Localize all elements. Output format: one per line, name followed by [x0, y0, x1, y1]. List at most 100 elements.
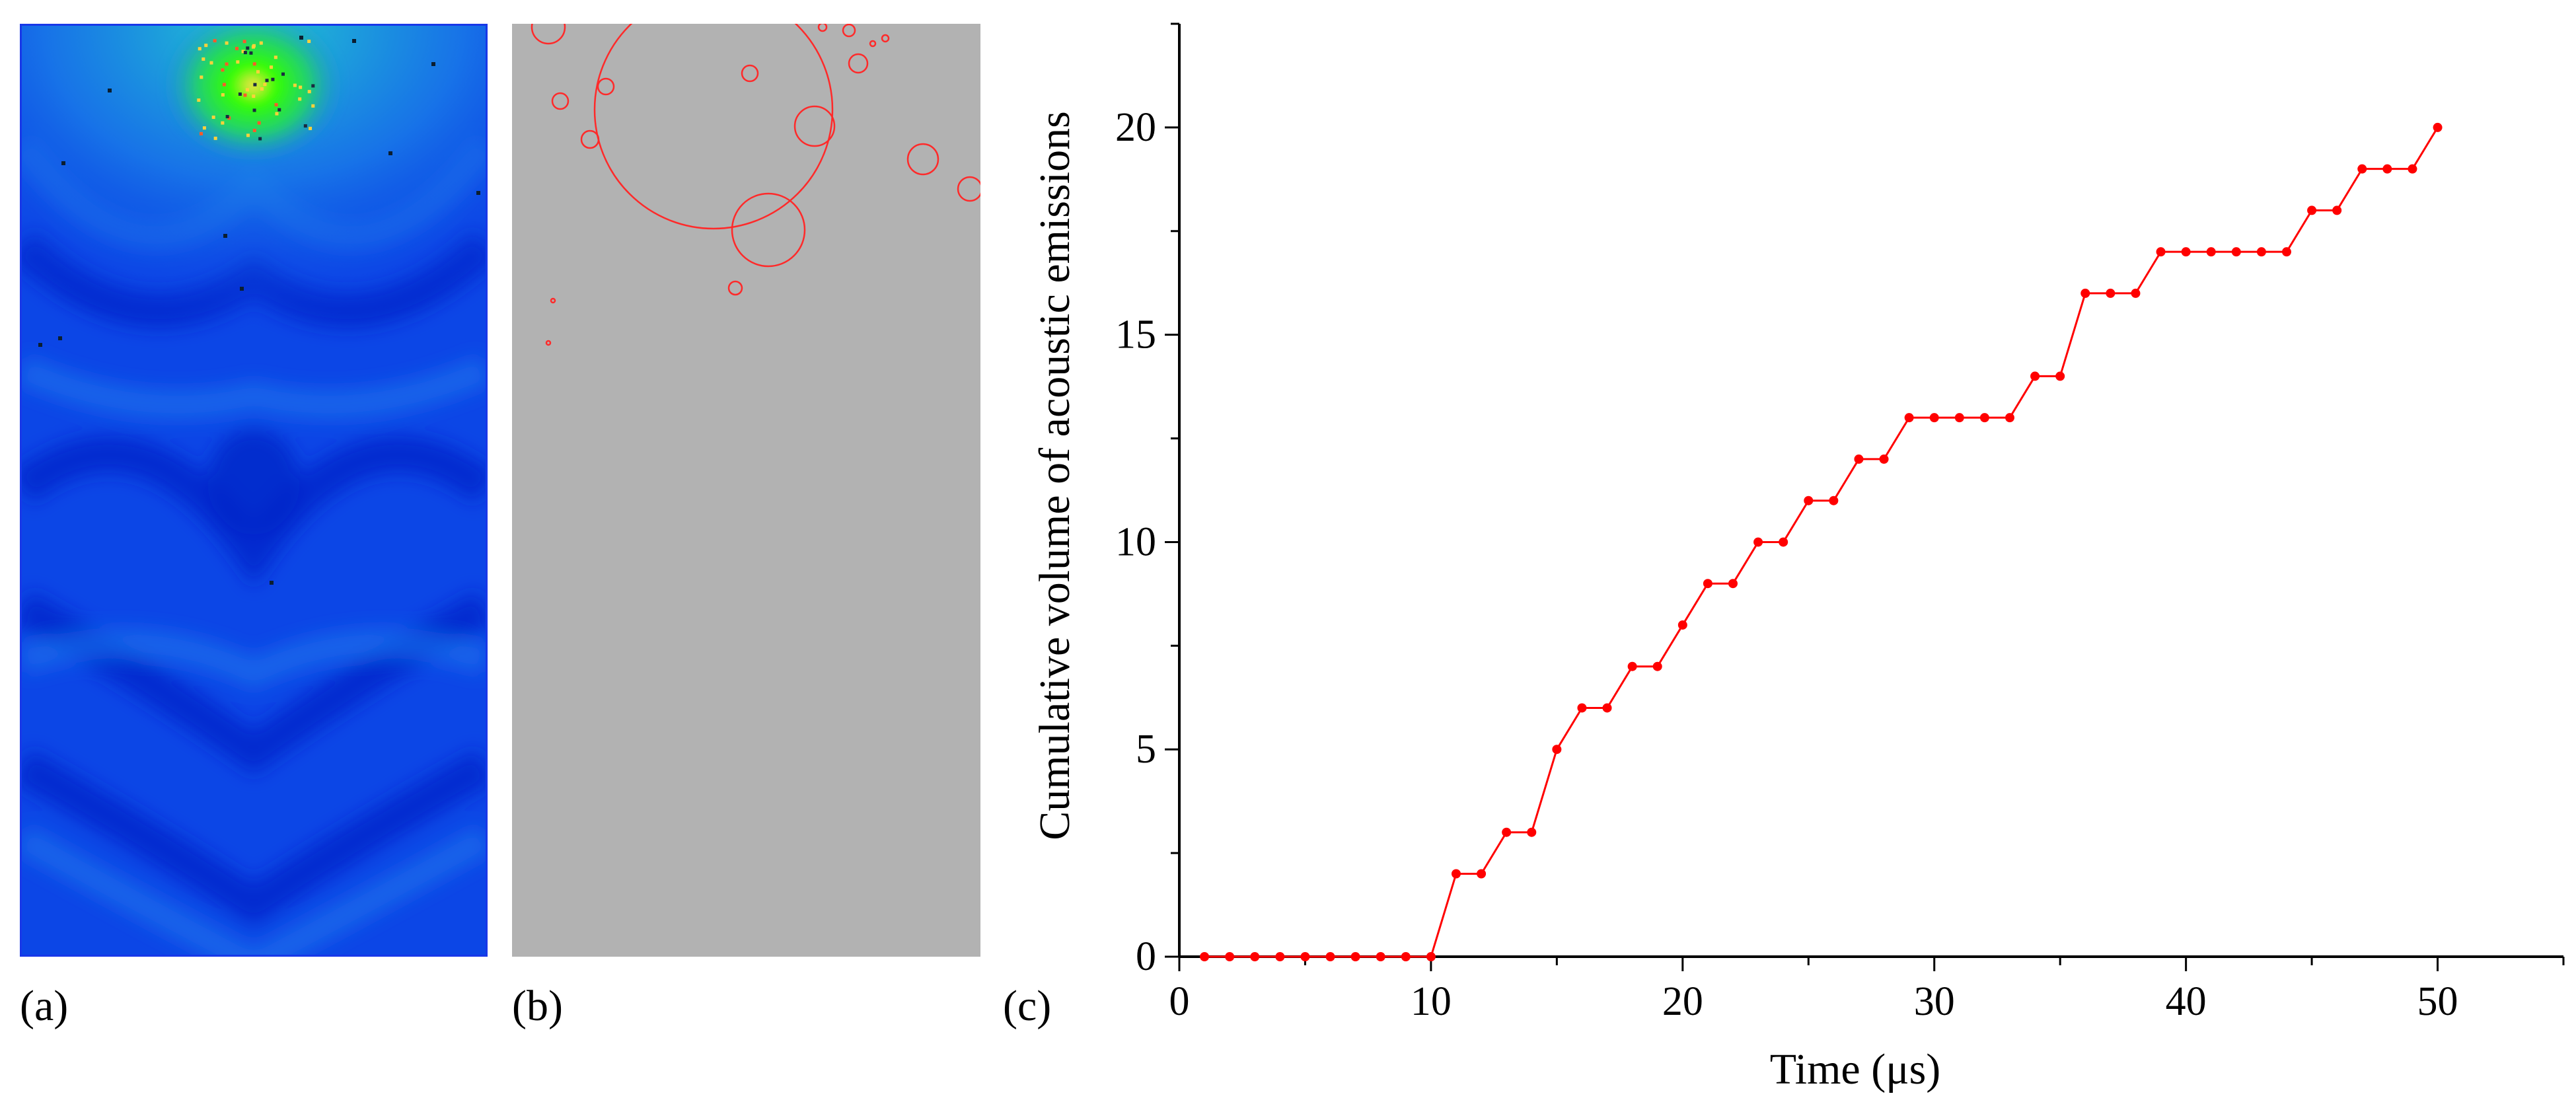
heatmap-speck [243, 51, 247, 55]
heatmap-speck [307, 90, 311, 94]
heatmap-speck [227, 116, 231, 120]
heatmap-speck [311, 104, 315, 108]
series-point [2030, 371, 2040, 381]
heatmap-speck [257, 121, 261, 125]
series-line [1204, 127, 2439, 958]
heatmap-speck [476, 191, 480, 195]
y-tick-label: 20 [1115, 105, 1156, 150]
wave-field-heatmap [20, 24, 488, 957]
heatmap-speck [61, 161, 65, 165]
series-point [1477, 869, 1487, 879]
x-tick-label: 0 [1169, 979, 1190, 1024]
series-point [2005, 413, 2014, 423]
wavefront-light-arc [22, 355, 486, 420]
series-point [2131, 288, 2141, 298]
heatmap-speck [298, 97, 302, 101]
event-circle [593, 24, 834, 230]
heatmap-speck [223, 234, 227, 238]
x-tick-label: 10 [1411, 979, 1452, 1024]
heatmap-speck [246, 133, 250, 137]
wavefront-light-arc [22, 825, 486, 955]
heatmap-speck [209, 61, 213, 65]
event-circle [793, 105, 836, 147]
event-circle [597, 77, 615, 96]
heatmap-speck [431, 62, 435, 66]
heatmap-speck [299, 85, 303, 89]
series-point [2080, 288, 2090, 298]
wavefront-dark-arc [22, 749, 486, 926]
series-point [1225, 952, 1235, 961]
series-point [1275, 952, 1285, 961]
heatmap-speck [213, 136, 217, 140]
heatmap-speck [270, 65, 274, 69]
y-tick-label: 15 [1115, 313, 1156, 357]
event-circle [957, 176, 980, 202]
series-point [2332, 205, 2342, 215]
event-circle [550, 297, 556, 304]
series-point [1829, 496, 1839, 505]
series-point [1577, 703, 1587, 713]
series-point [1250, 952, 1260, 961]
x-tick-label: 50 [2417, 979, 2458, 1024]
panel-label-a: (a) [20, 982, 69, 1030]
wavefront-dark-arc [22, 435, 486, 586]
wavefront-light-arc [22, 628, 486, 690]
y-axis-label: Cumulative volume of acoustic emissions [1031, 111, 1079, 840]
series-point [1954, 413, 1964, 423]
heatmap-speck [265, 79, 269, 83]
event-circle [869, 40, 877, 48]
series-point [1200, 952, 1210, 961]
event-circle [727, 280, 743, 296]
y-tick-label: 0 [1136, 934, 1156, 979]
heatmap-speck [108, 89, 112, 92]
event-circle [580, 129, 600, 149]
heatmap-speck [252, 94, 256, 98]
series-point [1627, 661, 1637, 671]
event-circle [817, 24, 828, 32]
panel-label-b: (b) [512, 982, 563, 1030]
heatmap-noise-specks [38, 36, 480, 585]
event-circle [881, 34, 890, 43]
chart-axes [1178, 24, 2563, 958]
event-circle [741, 64, 759, 83]
series-point [2055, 371, 2065, 381]
heatmap-speck [197, 98, 201, 102]
heatmap-speck [258, 137, 262, 141]
series-point [2231, 247, 2241, 257]
series-point [2156, 247, 2166, 257]
series-point [2256, 247, 2266, 257]
heatmap-speck [259, 41, 263, 45]
heatmap-speck [58, 336, 62, 340]
y-tick-label: 10 [1115, 519, 1156, 564]
heatmap-speck [225, 114, 229, 118]
series-point [2282, 247, 2291, 257]
heatmap-speck [221, 93, 225, 97]
series-point [1300, 952, 1310, 961]
heatmap-speck [277, 108, 281, 112]
series-point [1376, 952, 1385, 961]
heatmap-speck [253, 83, 257, 87]
heatmap-speck [243, 93, 247, 97]
heatmap-speck [241, 50, 245, 54]
heatmap-speck [256, 70, 260, 74]
series-point [1502, 827, 1512, 837]
event-circle [551, 92, 570, 110]
event-circle [848, 53, 869, 74]
heatmap-speck [202, 126, 206, 130]
heatmap-speck [242, 40, 246, 44]
series-point [1779, 537, 1788, 547]
heatmap-speck [221, 68, 225, 72]
heatmap-speck [307, 40, 311, 44]
heatmap-speck [246, 46, 250, 50]
heatmap-speck [245, 88, 249, 92]
series-point [2206, 247, 2216, 257]
series-point [2307, 205, 2317, 215]
series-point [2181, 247, 2191, 257]
heatmap-speck [252, 108, 256, 112]
heatmap-speck [204, 44, 208, 48]
series-point [1426, 952, 1436, 961]
heatmap-speck [252, 128, 256, 132]
series-point [1401, 952, 1411, 961]
series-point [1527, 827, 1537, 837]
